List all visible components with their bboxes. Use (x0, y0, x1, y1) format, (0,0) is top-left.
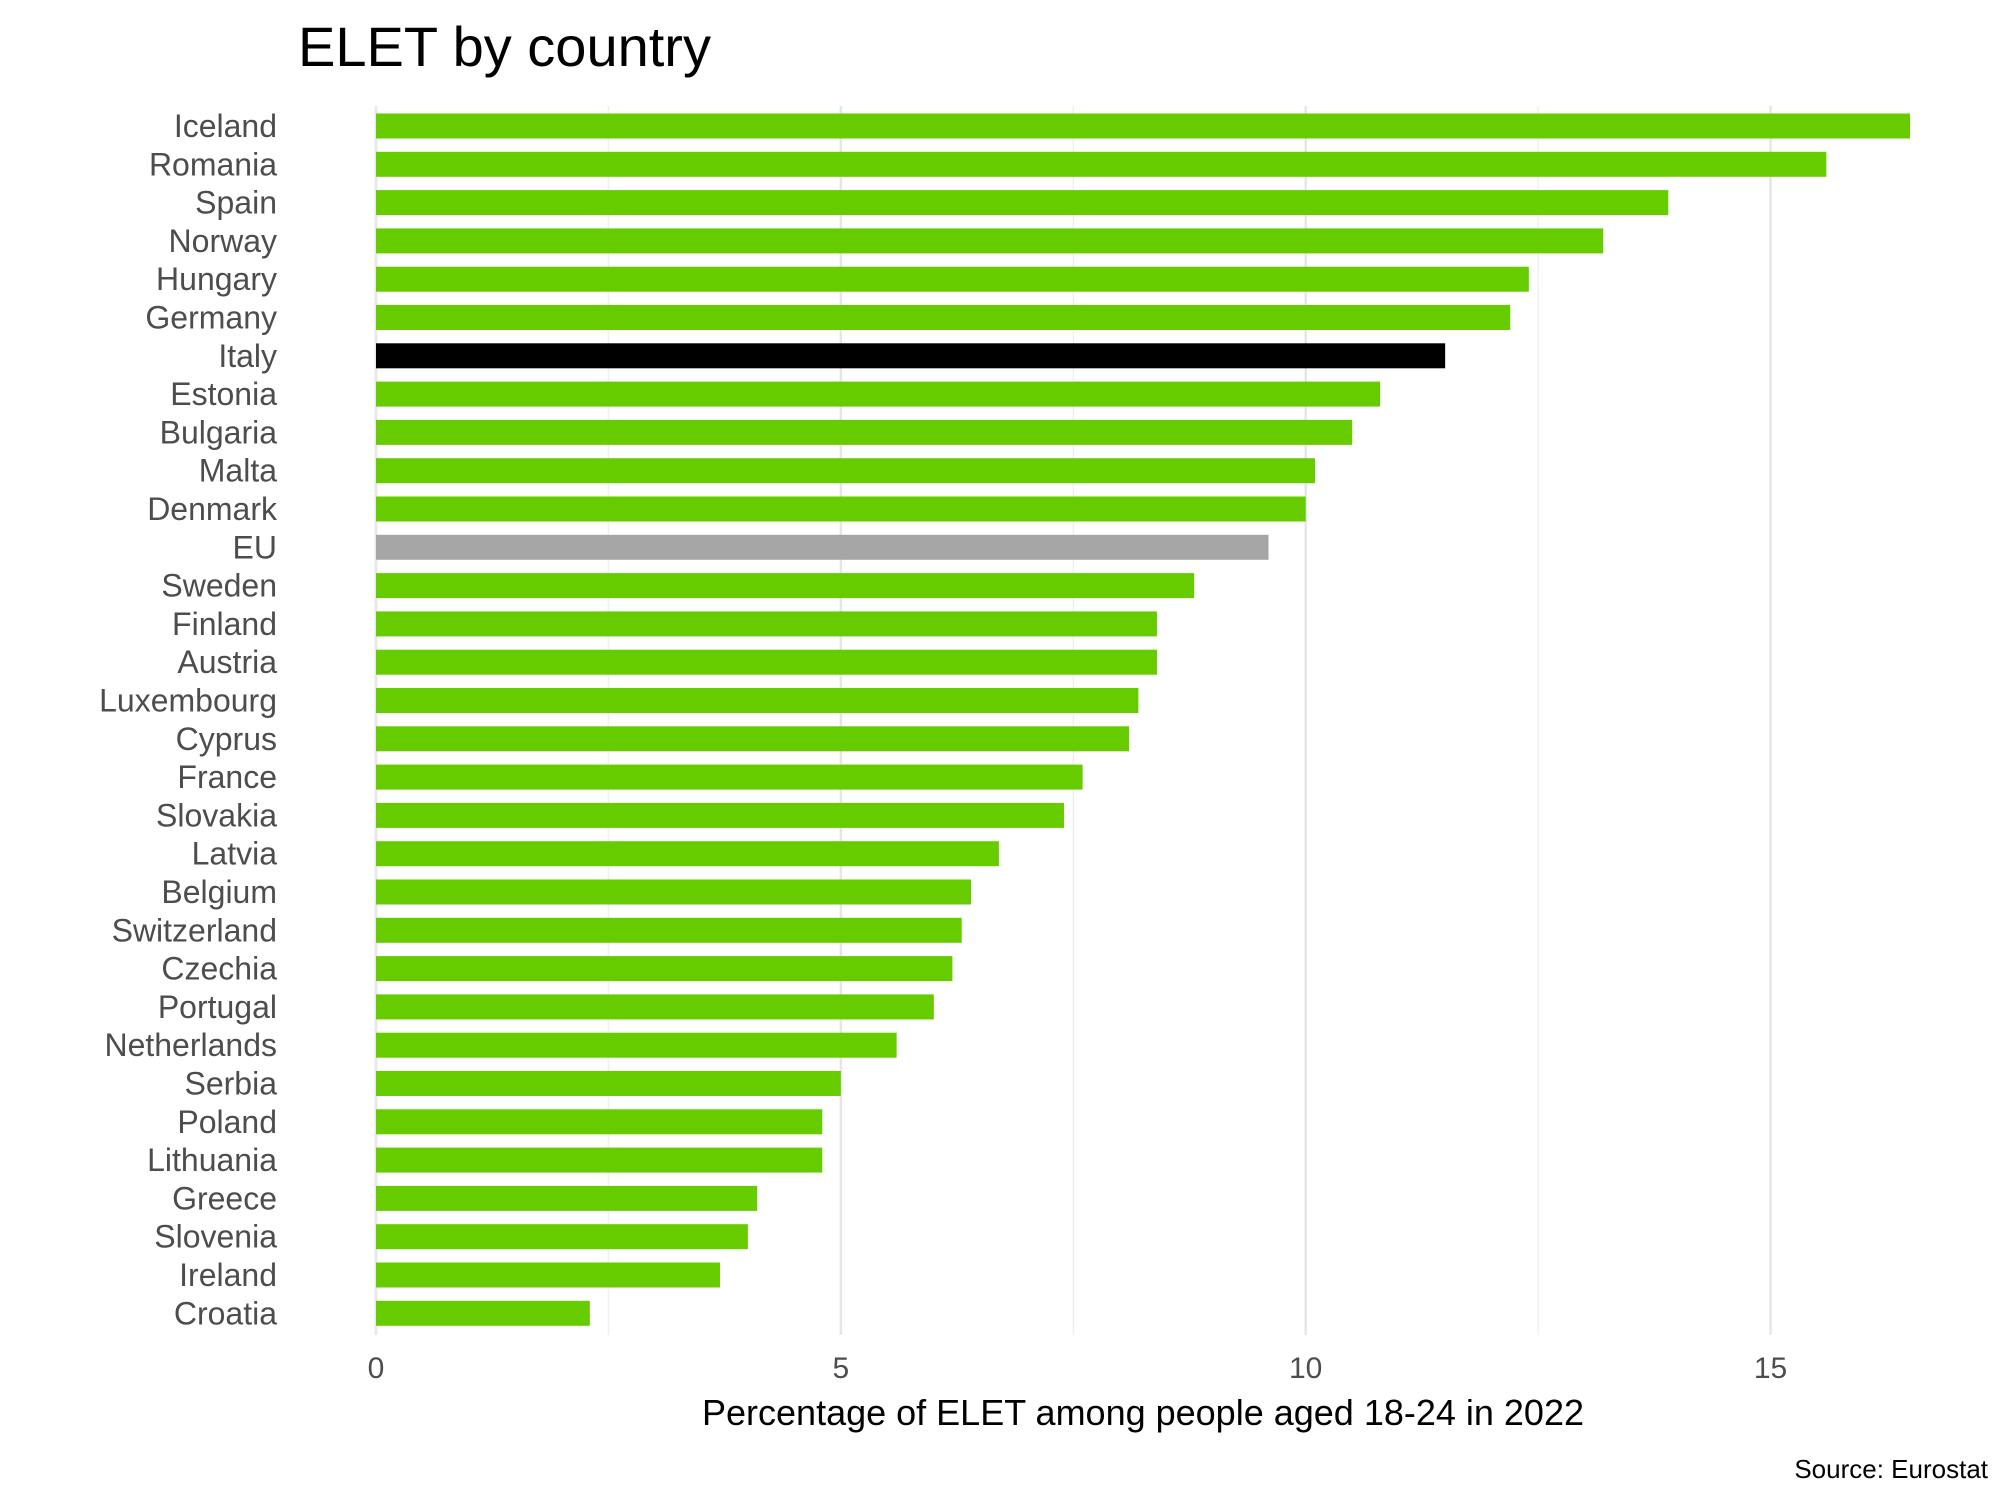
bar-eu (376, 534, 1269, 560)
bar-greece (376, 1185, 758, 1211)
bar-estonia (376, 381, 1381, 407)
category-label-romania: Romania (149, 146, 277, 182)
category-label-croatia: Croatia (174, 1295, 277, 1331)
x-axis-title: Percentage of ELET among people aged 18-… (702, 1392, 1584, 1433)
bar-switzerland (376, 917, 962, 943)
category-label-malta: Malta (199, 453, 277, 489)
bar-norway (376, 228, 1604, 254)
bar-hungary (376, 266, 1529, 292)
category-label-finland: Finland (172, 606, 277, 642)
category-label-spain: Spain (195, 185, 277, 221)
bar-spain (376, 190, 1669, 216)
bar-croatia (376, 1300, 590, 1326)
source-caption: Source: Eurostat (1794, 1454, 1988, 1484)
category-label-eu: EU (233, 529, 277, 565)
bar-poland (376, 1109, 823, 1135)
category-label-hungary: Hungary (156, 261, 277, 297)
category-label-slovakia: Slovakia (156, 797, 277, 833)
category-label-serbia: Serbia (185, 1066, 278, 1102)
bar-austria (376, 649, 1157, 675)
bar-sweden (376, 573, 1195, 599)
x-tick-labels: 0 5 10 15 (368, 1352, 1788, 1385)
x-tick-label-10: 10 (1289, 1352, 1322, 1385)
bar-luxembourg (376, 688, 1139, 713)
category-label-luxembourg: Luxembourg (99, 683, 277, 719)
x-tick-label-0: 0 (368, 1352, 385, 1385)
category-label-poland: Poland (177, 1104, 277, 1140)
bar-denmark (376, 496, 1306, 522)
bar-germany (376, 305, 1511, 330)
x-tick-label-15: 15 (1754, 1352, 1787, 1385)
category-label-portugal: Portugal (158, 989, 277, 1025)
category-label-slovenia: Slovenia (154, 1219, 277, 1255)
bar-cyprus (376, 726, 1130, 752)
bar-bulgaria (376, 419, 1353, 445)
bars-group (376, 113, 1910, 1326)
category-label-bulgaria: Bulgaria (160, 414, 278, 450)
bar-slovakia (376, 802, 1064, 828)
bar-netherlands (376, 1032, 897, 1058)
bar-finland (376, 611, 1157, 637)
category-label-netherlands: Netherlands (104, 1027, 277, 1063)
category-labels: IcelandRomaniaSpainNorwayHungaryGermanyI… (99, 108, 278, 1331)
category-label-italy: Italy (218, 338, 277, 374)
bar-serbia (376, 1071, 841, 1096)
category-label-belgium: Belgium (161, 874, 277, 910)
bar-malta (376, 458, 1315, 484)
category-label-austria: Austria (177, 644, 277, 680)
category-label-greece: Greece (172, 1180, 277, 1216)
bar-ireland (376, 1262, 720, 1288)
bar-iceland (376, 113, 1910, 139)
bar-italy (376, 343, 1446, 369)
category-label-france: France (177, 759, 277, 795)
category-label-latvia: Latvia (192, 836, 278, 872)
bar-lithuania (376, 1147, 823, 1173)
bar-latvia (376, 841, 999, 867)
bar-belgium (376, 879, 972, 905)
category-label-denmark: Denmark (147, 491, 278, 527)
bar-romania (376, 151, 1827, 177)
category-label-germany: Germany (145, 300, 277, 336)
category-label-iceland: Iceland (174, 108, 277, 144)
category-label-cyprus: Cyprus (176, 721, 277, 757)
category-label-estonia: Estonia (170, 376, 277, 412)
bar-france (376, 764, 1083, 790)
category-label-lithuania: Lithuania (147, 1142, 277, 1178)
category-label-czechia: Czechia (161, 951, 277, 987)
bar-portugal (376, 994, 934, 1020)
x-tick-label-5: 5 (833, 1352, 850, 1385)
bar-czechia (376, 956, 953, 982)
category-label-norway: Norway (169, 223, 277, 259)
category-label-switzerland: Switzerland (112, 912, 277, 948)
chart-title: ELET by country (298, 15, 711, 78)
category-label-sweden: Sweden (161, 568, 277, 604)
bar-slovenia (376, 1224, 748, 1250)
category-label-ireland: Ireland (179, 1257, 277, 1293)
